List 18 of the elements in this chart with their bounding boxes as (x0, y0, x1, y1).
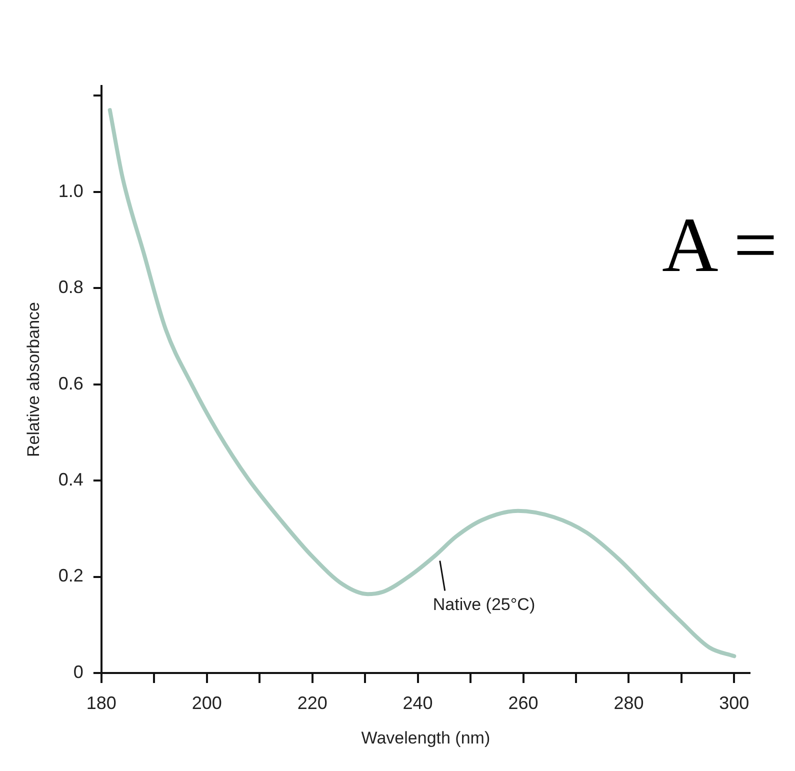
x-tick-label: 240 (402, 692, 433, 713)
line-series (108, 108, 736, 658)
x-tick-label: 180 (86, 692, 116, 713)
y-tick-label: 1.0 (58, 180, 84, 201)
x-axis-title: Wavelength (nm) (361, 728, 490, 748)
x-tick-label: 280 (614, 692, 644, 713)
annotation: Native (25°C) (432, 594, 536, 614)
y-tick-label: 0.8 (58, 277, 84, 298)
annotation: A = (662, 200, 778, 290)
y-tick-label: 0 (73, 662, 84, 682)
x-tick-label: 200 (192, 692, 222, 713)
x-tick-label: 220 (297, 692, 328, 713)
x-tick-label: 300 (719, 692, 750, 713)
x-tick-label: 260 (508, 692, 538, 713)
y-axis-title: Relative absorbance (24, 302, 43, 457)
y-tick-label: 0.6 (58, 373, 84, 394)
y-tick-label: 0.2 (58, 566, 84, 586)
y-tick-label: 0.4 (58, 470, 84, 490)
